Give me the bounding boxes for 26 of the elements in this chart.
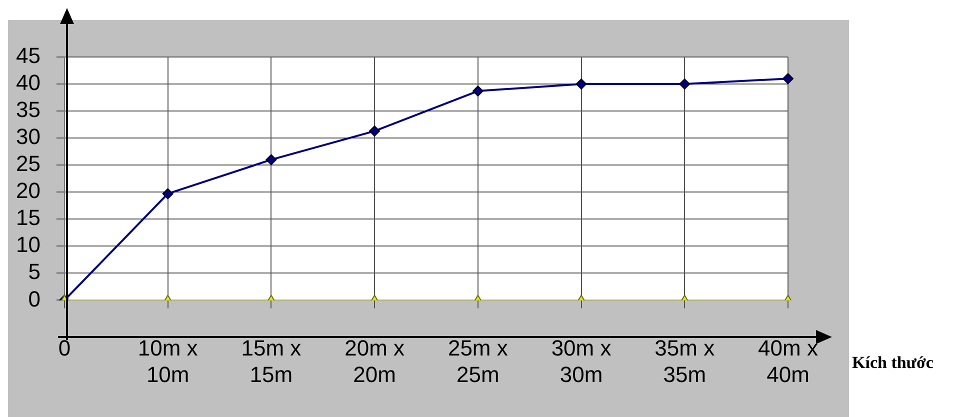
x-axis-title: Kích thước xyxy=(852,353,934,373)
x-tick-label: 40m x 40m xyxy=(758,335,818,387)
x-tick-label: 0 xyxy=(58,335,71,360)
x-tick-label: 15m x 15m xyxy=(241,335,302,387)
x-tick-label: 10m x 10m xyxy=(138,335,198,387)
point xyxy=(472,86,484,97)
y-tick-label: 5 xyxy=(28,259,40,284)
y-tick-label: 35 xyxy=(16,97,40,122)
point xyxy=(576,78,587,90)
y-tick-label: 15 xyxy=(16,205,40,230)
point xyxy=(369,126,380,137)
y-tick-label: 20 xyxy=(16,178,40,204)
y-tick-label: 40 xyxy=(16,70,40,96)
x-tick-label: 25m x 25m xyxy=(448,335,508,387)
x-tick-label: 35m x 35m xyxy=(654,335,715,387)
y-tick-label: 10 xyxy=(16,232,40,258)
point xyxy=(266,154,277,166)
point xyxy=(162,188,174,200)
point xyxy=(782,73,794,84)
y-tick-label: 45 xyxy=(16,43,40,68)
point xyxy=(679,78,690,90)
y-tick-label: 25 xyxy=(16,151,40,176)
x-tick-label: 30m x 30m xyxy=(551,335,612,387)
x-tick-label: 20m x 20m xyxy=(344,335,405,387)
y-tick-label: 0 xyxy=(28,286,40,312)
y-tick-label: 30 xyxy=(16,124,40,150)
